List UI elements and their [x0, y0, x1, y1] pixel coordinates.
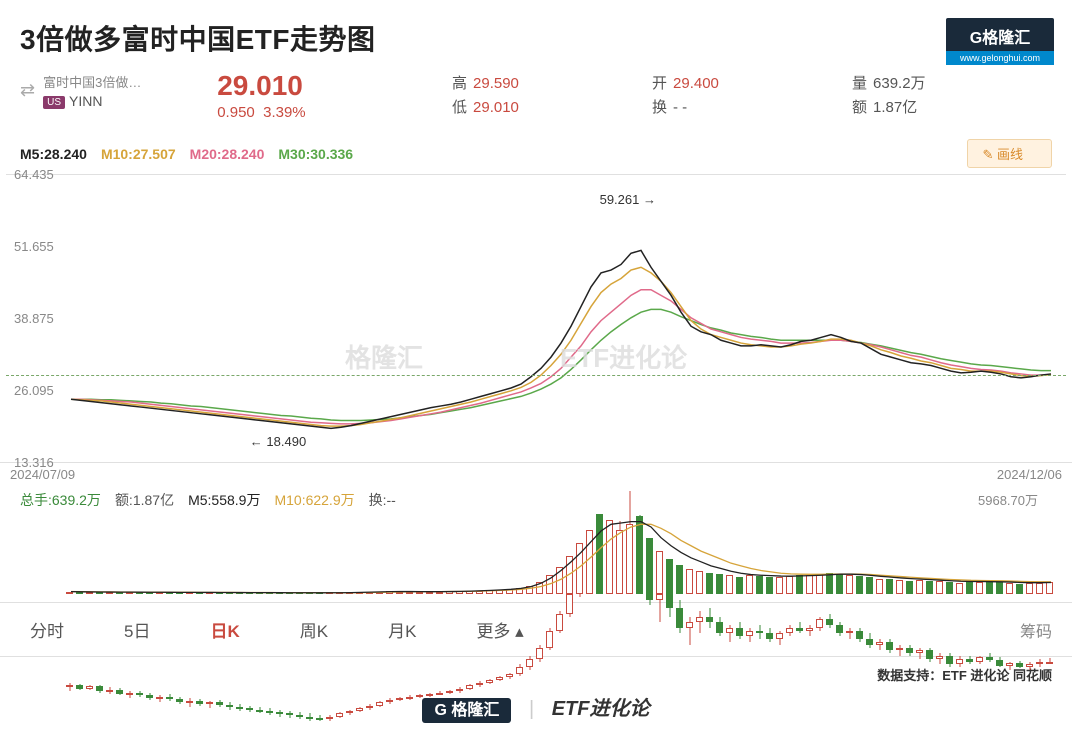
brand-name: 格隆汇 — [982, 30, 1030, 47]
footer-data-source: 数据支持：ETF 进化论 同花顺 — [0, 657, 1072, 684]
symbol-name: 富时中国3倍做… — [43, 72, 141, 91]
date-end: 2024/12/06 — [997, 467, 1062, 482]
high-label: 高 — [452, 75, 467, 92]
footer-brand2: ETF进化论 — [552, 698, 650, 720]
vol-value: 639.2万 — [873, 75, 926, 92]
volume-legend: 总手:639.2万 额:1.87亿 M5:558.9万 M10:622.9万 换… — [0, 484, 1072, 514]
quote-row: ⇄ 富时中国3倍做… USYINN 29.010 0.950 3.39% 高29… — [0, 58, 1072, 131]
stats-column: 高 29.590 低 29.010 开 29.400 换 - - 量 639.2万 额 1.… — [452, 72, 1052, 120]
brand-url: www.gelonghui.com — [946, 51, 1054, 65]
brand-badge: G格隆汇 www.gelonghui.com — [946, 18, 1054, 65]
amt-label: 额 — [852, 99, 867, 116]
candles-container — [6, 175, 1066, 462]
share-icon[interactable]: ⇄ — [20, 80, 35, 101]
turn-label: 换 — [652, 99, 667, 116]
tab-日K[interactable]: 日K — [180, 603, 269, 656]
ma10-legend: M10:27.507 — [101, 146, 176, 162]
ma-legend: M5:28.240 M10:27.507 M20:28.240 M30:30.3… — [0, 131, 1072, 174]
footer-logos: G 格隆汇 | ETF进化论 — [0, 684, 1072, 737]
vol-total: 总手:639.2万 — [20, 490, 101, 510]
draw-line-button[interactable]: ✎ 画线 — [967, 139, 1052, 168]
ma30-legend: M30:30.336 — [278, 146, 353, 162]
price-column: 29.010 0.950 3.39% — [217, 72, 452, 121]
market-badge: US — [43, 96, 65, 109]
ma5-legend: M5:28.240 — [20, 146, 87, 162]
tab-分时[interactable]: 分时 — [0, 603, 94, 656]
vol-label: 量 — [852, 75, 867, 92]
ma20-legend: M20:28.240 — [190, 146, 265, 162]
tab-5日[interactable]: 5日 — [94, 603, 180, 656]
page-title: 3倍做多富时中国ETF走势图 — [0, 0, 1072, 58]
volume-bars — [6, 514, 1066, 594]
vol-m10: M10:622.9万 — [274, 490, 354, 510]
turn-value: - - — [673, 99, 687, 116]
price-last: 29.010 — [217, 72, 452, 100]
amt-value: 1.87亿 — [873, 99, 917, 116]
current-price-line — [6, 375, 1066, 376]
chips-button[interactable]: 筹码 — [1000, 604, 1072, 656]
symbol-ticker-row: US YINN — [43, 93, 141, 109]
x-axis-dates: 2024/07/09 2024/12/06 — [0, 462, 1072, 484]
vol-ymax: 5968.70万 — [978, 490, 1038, 510]
open-value: 29.400 — [673, 75, 719, 92]
low-label: 低 — [452, 99, 467, 116]
footer-brand1: G 格隆汇 — [422, 698, 511, 723]
brand-logo-prefix: G — [970, 30, 982, 47]
tab-周K[interactable]: 周K — [270, 603, 358, 656]
volume-chart[interactable] — [6, 514, 1066, 594]
symbol-column: ⇄ 富时中国3倍做… US YINN — [20, 72, 217, 109]
open-label: 开 — [652, 75, 667, 92]
vol-amt: 额:1.87亿 — [115, 490, 174, 510]
price-change: 0.950 3.39% — [217, 104, 452, 121]
candlestick-chart[interactable]: 64.43551.65538.87526.09513.316 — [6, 174, 1066, 462]
vol-turn: 换:-- — [369, 490, 396, 510]
tab-月K[interactable]: 月K — [358, 603, 446, 656]
ticker: YINN — [69, 93, 102, 109]
vol-m5: M5:558.9万 — [188, 490, 260, 510]
low-value: 29.010 — [473, 99, 519, 116]
high-value: 29.590 — [473, 75, 519, 92]
